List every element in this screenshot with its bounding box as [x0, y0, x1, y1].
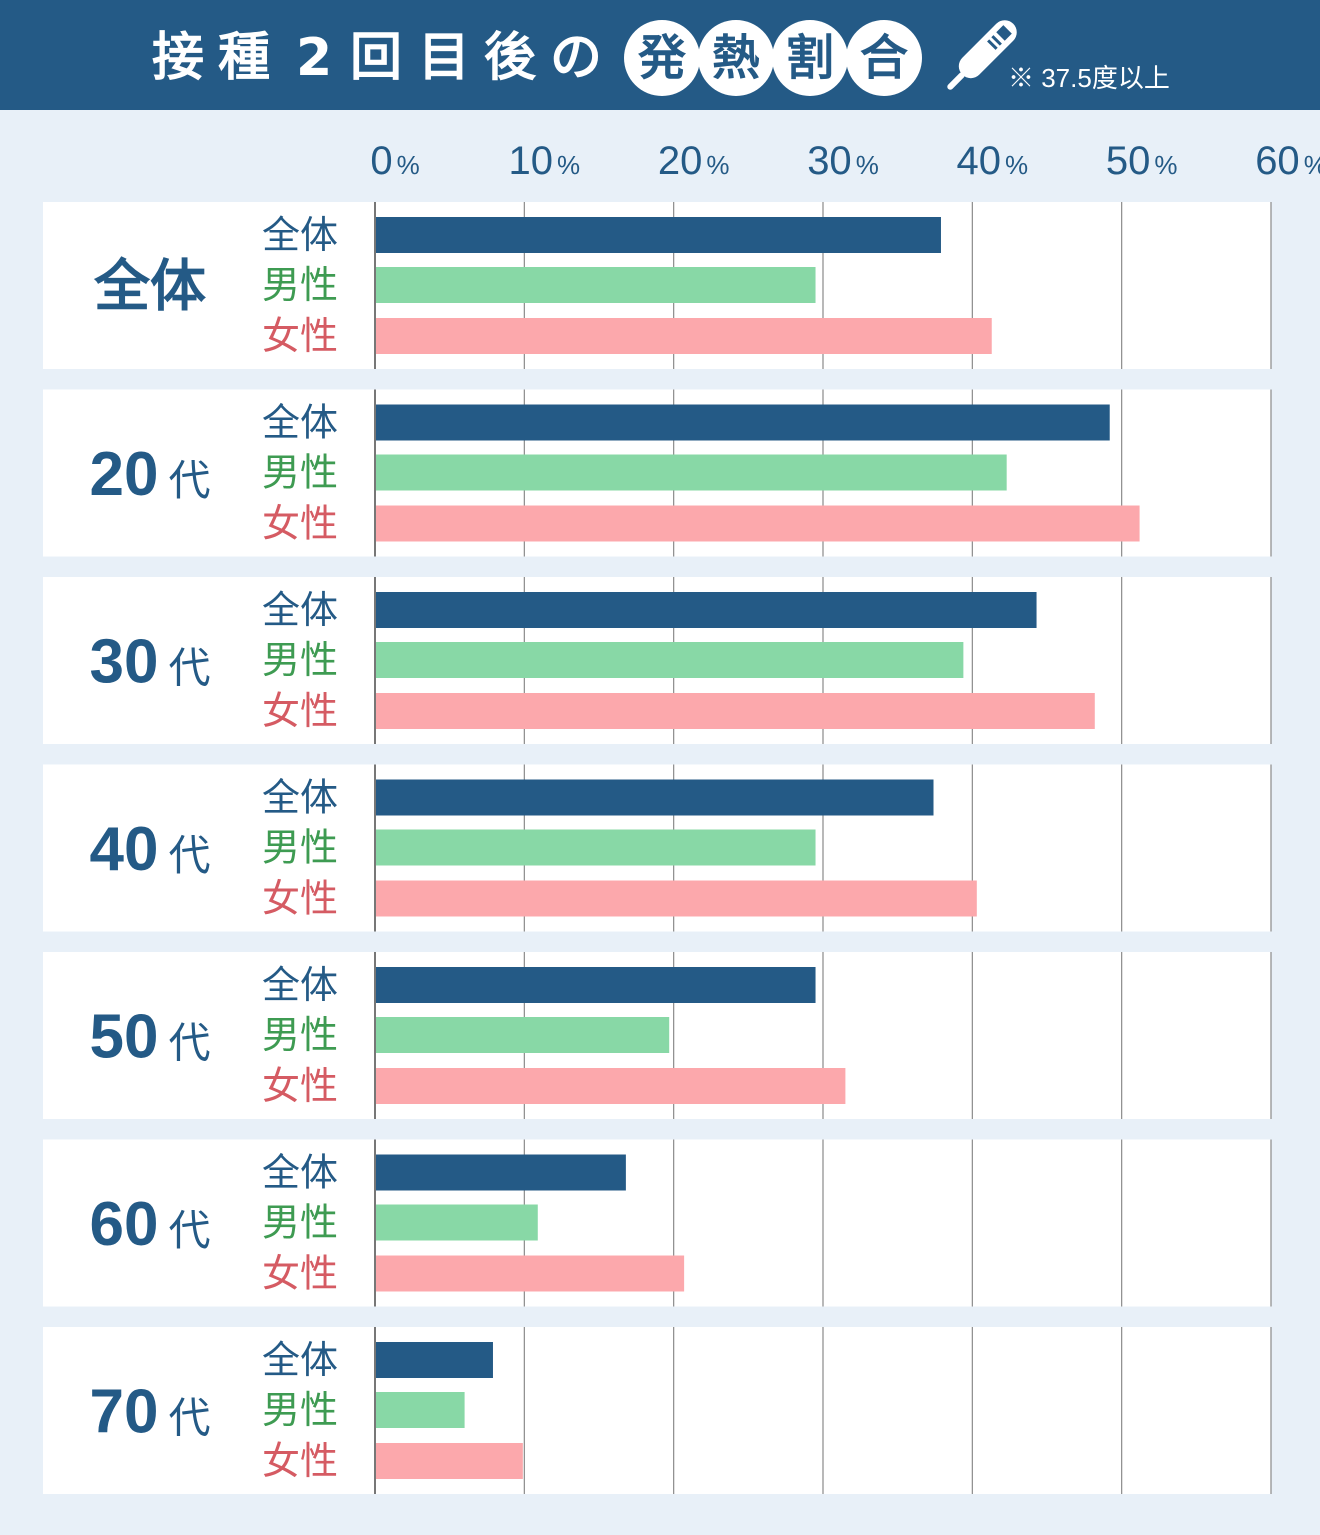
title-char: の	[550, 28, 609, 88]
series-label: 男性	[262, 826, 338, 870]
title-char: 接	[152, 28, 211, 88]
title-circled-char: 熱	[698, 20, 774, 96]
bar	[376, 505, 1140, 542]
title-char: 目	[418, 28, 477, 88]
series-label: 女性	[262, 877, 338, 921]
title-char: 種	[218, 28, 277, 88]
group-label: 70 代	[90, 1378, 211, 1447]
bar	[376, 267, 816, 303]
bar	[376, 1392, 465, 1428]
group-label: 50 代	[90, 1003, 211, 1072]
group-label: 20 代	[90, 440, 211, 509]
footnote-temperature: ※ 37.5度以上	[1008, 63, 1170, 93]
bar	[376, 829, 816, 866]
bar	[376, 693, 1095, 729]
series-label: 全体	[262, 588, 338, 632]
thermometer-icon	[947, 20, 1017, 90]
series-label: 男性	[262, 638, 338, 682]
title-char: 回	[350, 28, 409, 88]
group-label: 40 代	[90, 815, 211, 884]
bar	[376, 967, 816, 1003]
bar	[376, 454, 1007, 491]
series-label: 全体	[262, 401, 338, 445]
bar	[376, 318, 992, 354]
x-tick-label: 50%	[1106, 139, 1178, 183]
series-label: 男性	[262, 1013, 338, 1057]
bar	[376, 1204, 538, 1241]
series-label: 男性	[262, 263, 338, 307]
series-label: 男性	[262, 1388, 338, 1432]
x-tick-label: 10%	[509, 139, 581, 183]
bar	[376, 880, 977, 917]
bar	[376, 1255, 685, 1292]
series-label: 女性	[262, 689, 338, 733]
bar	[376, 642, 964, 678]
series-label: 男性	[262, 451, 338, 495]
bar-chart: 0%10%20%30%40%50%60%全体全体男性女性20代全体男性女性30代…	[43, 139, 1320, 1494]
group-panel	[43, 1327, 1271, 1494]
bar	[376, 217, 941, 253]
series-label: 男性	[262, 1201, 338, 1245]
series-label: 女性	[262, 314, 338, 358]
x-tick-label: 20%	[658, 139, 730, 183]
bar	[376, 1017, 670, 1053]
x-tick-label: 40%	[957, 139, 1029, 183]
series-label: 全体	[262, 213, 338, 257]
series-label: 全体	[262, 776, 338, 820]
bar	[376, 1068, 846, 1104]
series-label: 全体	[262, 1338, 338, 1382]
bar	[376, 404, 1110, 441]
bar	[376, 1342, 493, 1378]
x-tick-label: 30%	[807, 139, 879, 183]
group-label: 60 代	[90, 1190, 211, 1259]
title-char: 2	[296, 28, 339, 88]
title-circled-char: 割	[772, 20, 848, 96]
x-tick-label: 60%	[1255, 139, 1320, 183]
series-label: 女性	[262, 1439, 338, 1483]
bar	[376, 779, 934, 816]
group-label: 30 代	[90, 628, 211, 697]
bar	[376, 1443, 523, 1479]
series-label: 全体	[262, 1151, 338, 1195]
title-circled-char: 合	[846, 20, 922, 96]
series-label: 全体	[262, 963, 338, 1007]
series-label: 女性	[262, 1252, 338, 1296]
group-label: 全体	[93, 255, 206, 320]
title-char: 後	[484, 28, 543, 88]
x-tick-label: 0%	[370, 139, 419, 183]
bar	[376, 592, 1037, 628]
title-circled-char: 発	[624, 20, 700, 96]
bar	[376, 1154, 626, 1191]
series-label: 女性	[262, 502, 338, 546]
series-label: 女性	[262, 1064, 338, 1108]
